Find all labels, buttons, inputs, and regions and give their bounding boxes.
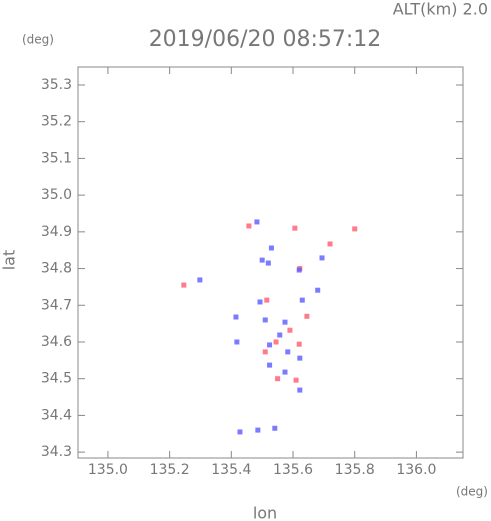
y-tick-label: 35.3 bbox=[41, 77, 72, 93]
y-unit: (deg) bbox=[22, 33, 54, 47]
radar-point bbox=[282, 319, 288, 325]
radar-point bbox=[246, 223, 252, 229]
radar-point bbox=[255, 427, 261, 433]
y-tick-label: 35.0 bbox=[41, 187, 72, 203]
chart-subtitle: ALT(km) 2.0 bbox=[393, 0, 488, 19]
x-tick-label: 135.8 bbox=[335, 462, 375, 478]
radar-point bbox=[268, 245, 274, 251]
radar-point bbox=[299, 297, 305, 303]
radar-point bbox=[272, 425, 278, 431]
radar-point bbox=[275, 376, 281, 382]
x-label: lon bbox=[253, 504, 277, 521]
x-tick-label: 135.0 bbox=[88, 462, 128, 478]
x-unit: (deg) bbox=[456, 485, 488, 499]
radar-point bbox=[264, 297, 270, 303]
radar-point bbox=[296, 267, 302, 273]
y-tick-label: 34.4 bbox=[41, 407, 72, 423]
radar-point bbox=[297, 355, 303, 361]
x-tick-label: 135.6 bbox=[273, 462, 313, 478]
radar-point bbox=[273, 339, 279, 345]
radar-point bbox=[297, 387, 303, 393]
y-tick-label: 34.8 bbox=[41, 261, 72, 277]
y-tick-label: 34.3 bbox=[41, 444, 72, 460]
radar-point bbox=[293, 377, 299, 383]
radar-point bbox=[287, 327, 293, 333]
radar-point bbox=[319, 255, 325, 261]
y-tick-label: 34.7 bbox=[41, 297, 72, 313]
radar-point bbox=[267, 362, 273, 368]
radar-point bbox=[265, 260, 271, 266]
x-tick-label: 136.0 bbox=[396, 462, 436, 478]
radar-point bbox=[285, 349, 291, 355]
radar-point bbox=[262, 349, 268, 355]
x-tick-label: 135.4 bbox=[211, 462, 251, 478]
radar-point bbox=[282, 369, 288, 375]
radar-point bbox=[267, 342, 273, 348]
radar-point bbox=[181, 282, 187, 288]
radar-point bbox=[259, 257, 265, 263]
y-tick-label: 34.5 bbox=[41, 371, 72, 387]
plot-frame bbox=[77, 66, 464, 459]
y-tick-label: 34.9 bbox=[41, 224, 72, 240]
radar-point bbox=[277, 332, 283, 338]
radar-point bbox=[315, 287, 321, 293]
chart-title: 2019/06/20 08:57:12 bbox=[149, 27, 382, 52]
radar-point bbox=[296, 341, 302, 347]
radar-point bbox=[233, 314, 239, 320]
radar-point bbox=[257, 299, 263, 305]
radar-point bbox=[352, 226, 358, 232]
y-tick-label: 35.1 bbox=[41, 150, 72, 166]
radar-point bbox=[237, 429, 243, 435]
radar-point bbox=[197, 277, 203, 283]
radar-point bbox=[262, 317, 268, 323]
y-label: lat bbox=[0, 250, 19, 271]
y-tick-label: 35.2 bbox=[41, 114, 72, 130]
y-tick-label: 34.6 bbox=[41, 334, 72, 350]
radar-point bbox=[234, 339, 240, 345]
radar-point bbox=[292, 225, 298, 231]
radar-point bbox=[254, 219, 260, 225]
x-tick-label: 135.2 bbox=[150, 462, 190, 478]
radar-point bbox=[304, 313, 310, 319]
radar-point bbox=[327, 241, 333, 247]
